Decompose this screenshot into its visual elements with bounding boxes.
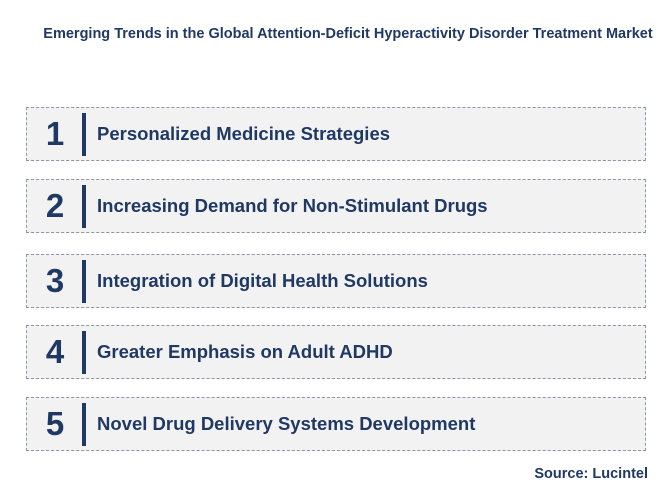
divider-bar: [82, 331, 86, 374]
trend-number: 3: [45, 262, 65, 299]
trend-label: Novel Drug Delivery Systems Development: [97, 413, 476, 434]
trend-number: 4: [45, 333, 65, 370]
trend-label: Personalized Medicine Strategies: [97, 123, 391, 144]
divider-bar: [82, 185, 86, 228]
diagram-title: Emerging Trends in the Global Attention-…: [43, 26, 653, 42]
divider-bar: [82, 260, 86, 303]
trend-number: 1: [45, 115, 65, 152]
trend-number: 2: [45, 187, 65, 224]
trend-label: Increasing Demand for Non-Stimulant Drug…: [97, 195, 488, 216]
divider-bar: [82, 113, 86, 156]
trend-item-4: 4 Greater Emphasis on Adult ADHD: [26, 325, 646, 379]
trend-item-3: 3 Integration of Digital Health Solution…: [26, 254, 646, 308]
trend-item-2: 2 Increasing Demand for Non-Stimulant Dr…: [26, 179, 646, 233]
trend-item-1: 1 Personalized Medicine Strategies: [26, 107, 646, 161]
trend-number: 5: [45, 405, 65, 442]
trend-item-5: 5 Novel Drug Delivery Systems Developmen…: [26, 397, 646, 451]
source-credit: Source: Lucintel: [534, 466, 648, 482]
trend-label: Integration of Digital Health Solutions: [97, 270, 428, 291]
divider-bar: [82, 403, 86, 446]
trend-label: Greater Emphasis on Adult ADHD: [97, 341, 393, 362]
